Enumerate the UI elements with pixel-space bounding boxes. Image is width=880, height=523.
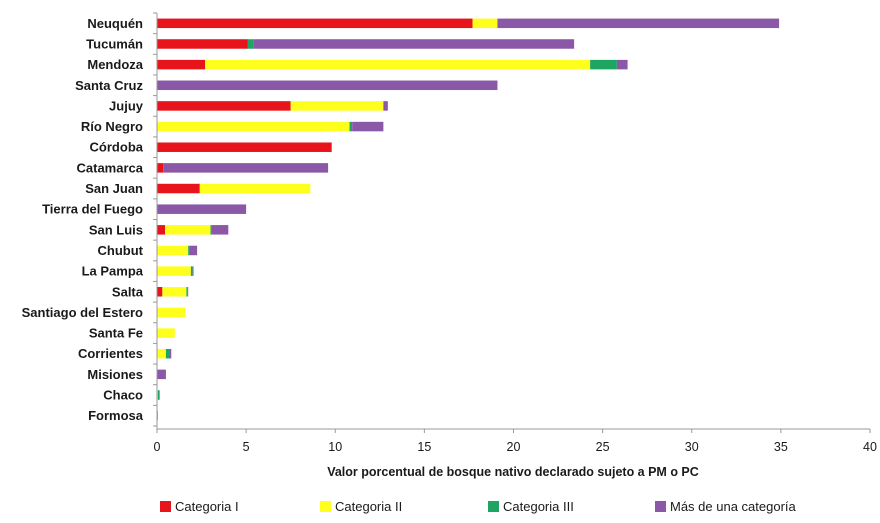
bar-la-pampa-series-2 [157, 266, 191, 276]
legend: Categoria I Categoria II Categoria III Más … [160, 499, 797, 514]
bar-chubut-series-4 [189, 245, 198, 256]
bar-rio-negro-series-2 [157, 121, 350, 132]
bar-jujuy-series-1 [157, 101, 291, 111]
bar-corrientes-series-4 [169, 348, 172, 359]
bar-mendoza-series-2 [205, 59, 591, 70]
bar-la-pampa-series-3 [190, 266, 193, 276]
category-label-santa-fe: Santa Fe [89, 326, 143, 341]
axes: Valor porcentual de bosque nativo declar… [22, 12, 877, 479]
bar-neuquen-series-1 [157, 18, 473, 29]
bar-tucuman-series-1 [157, 39, 248, 49]
x-tick-label-35: 35 [774, 440, 788, 454]
bar-santa-cruz-series-4 [157, 80, 498, 91]
bar-salta-series-2 [162, 287, 187, 297]
bar-tierra-del-fuego-series-4 [157, 204, 247, 214]
category-label-chubut: Chubut [98, 243, 144, 258]
category-label-san-luis: San Luis [89, 222, 143, 237]
bar-san-juan-series-1 [157, 183, 200, 194]
category-label-jujuy: Jujuy [109, 98, 144, 113]
bar-san-luis-series-1 [157, 225, 166, 235]
legend-label-1: Categoria I [175, 499, 239, 514]
bar-san-juan-series-2 [199, 183, 311, 194]
x-tick-label-40: 40 [863, 440, 877, 454]
category-label-san-juan: San Juan [85, 181, 143, 196]
category-label-corrientes: Corrientes [78, 346, 143, 361]
bar-jujuy-series-4 [383, 101, 388, 111]
x-tick-label-20: 20 [507, 440, 521, 454]
bar-mendoza-series-3 [590, 59, 617, 70]
x-tick-label-15: 15 [417, 440, 431, 454]
legend-swatch-4 [655, 501, 666, 512]
legend-label-4: Más de una categoría [670, 499, 797, 514]
category-label-tucuman: Tucumán [86, 36, 143, 51]
bar-mendoza-series-1 [157, 59, 206, 70]
category-label-tierra-del-fuego: Tierra del Fuego [42, 202, 143, 217]
x-tick-label-10: 10 [328, 440, 342, 454]
bar-tucuman-series-3 [247, 39, 254, 49]
x-axis-title: Valor porcentual de bosque nativo declar… [327, 465, 699, 479]
x-tick-label-30: 30 [685, 440, 699, 454]
bar-cordoba-series-1 [157, 142, 332, 152]
x-tick-label-25: 25 [596, 440, 610, 454]
bar-chubut-series-3 [188, 245, 190, 256]
category-label-catamarca: Catamarca [77, 160, 144, 175]
bar-rio-negro-series-4 [352, 121, 384, 132]
bar-catamarca-series-1 [157, 163, 164, 173]
legend-swatch-3 [488, 501, 499, 512]
category-label-misiones: Misiones [87, 367, 143, 382]
bar-misiones-series-4 [157, 369, 166, 380]
category-label-formosa: Formosa [88, 408, 144, 423]
category-label-chaco: Chaco [103, 388, 143, 403]
bar-jujuy-series-2 [290, 101, 384, 111]
category-label-mendoza: Mendoza [87, 57, 143, 72]
category-label-santiago-del-estero: Santiago del Estero [22, 305, 143, 320]
legend-swatch-1 [160, 501, 171, 512]
category-label-salta: Salta [112, 284, 144, 299]
category-label-rio-negro: Río Negro [81, 119, 143, 134]
legend-label-2: Categoria II [335, 499, 402, 514]
bar-corrientes-series-2 [157, 348, 166, 359]
bar-san-luis-series-2 [165, 225, 211, 235]
bar-salta-series-4 [187, 287, 189, 297]
bar-chubut-series-2 [157, 245, 189, 256]
category-label-la-pampa: La Pampa [82, 264, 144, 279]
category-label-cordoba: Córdoba [90, 140, 144, 155]
bar-salta-series-3 [186, 287, 188, 297]
legend-swatch-2 [320, 501, 331, 512]
bars-layer [157, 18, 780, 421]
bar-neuquen-series-4 [497, 18, 780, 29]
bar-corrientes-series-3 [165, 348, 170, 359]
x-tick-label-5: 5 [243, 440, 250, 454]
bar-salta-series-1 [157, 287, 163, 297]
bar-la-pampa-series-4 [192, 266, 194, 276]
bar-tucuman-series-4 [253, 39, 575, 49]
bar-san-luis-series-4 [211, 225, 229, 235]
legend-label-3: Categoria III [503, 499, 574, 514]
bar-san-luis-series-3 [210, 225, 212, 235]
bar-santiago-del-estero-series-2 [157, 307, 186, 318]
bar-mendoza-series-4 [616, 59, 628, 70]
bar-santa-fe-series-2 [157, 328, 175, 338]
bar-rio-negro-series-3 [349, 121, 353, 132]
category-label-santa-cruz: Santa Cruz [75, 78, 143, 93]
bar-neuquen-series-2 [472, 18, 498, 29]
category-label-neuquen: Neuquén [87, 16, 143, 31]
x-tick-label-0: 0 [154, 440, 161, 454]
bar-chaco-series-3 [157, 390, 160, 400]
bar-catamarca-series-4 [163, 163, 329, 173]
